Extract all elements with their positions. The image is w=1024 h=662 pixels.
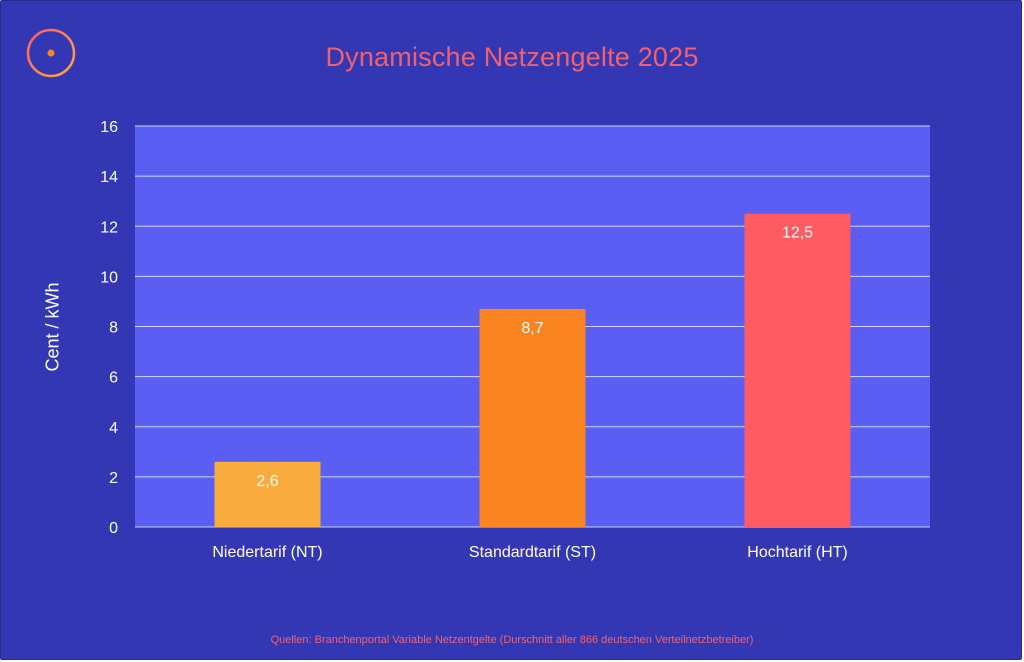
y-tick-label: 16: [100, 119, 118, 136]
logo-icon: [25, 27, 77, 79]
bar: [214, 461, 321, 527]
x-tick-label: Hochtarif (HT): [747, 544, 847, 561]
y-axis-label: Cent / kWh: [42, 282, 63, 372]
bar: [479, 308, 586, 527]
data-label: 8,7: [521, 320, 543, 337]
y-tick-label: 4: [109, 420, 118, 437]
chart-title: Dynamische Netzengelte 2025: [325, 42, 699, 72]
source-note: Quellen: Branchenportal Variable Netzent…: [270, 634, 754, 646]
x-tick-label: Standardtarif (ST): [469, 544, 596, 561]
data-label: 12,5: [782, 225, 813, 242]
y-tick-label: 2: [109, 470, 118, 487]
y-tick-label: 14: [100, 169, 118, 186]
y-tick-label: 6: [109, 370, 118, 387]
data-label: 2,6: [256, 473, 278, 490]
x-tick-label: Niedertarif (NT): [212, 544, 322, 561]
y-tick-label: 10: [100, 269, 118, 286]
y-tick-label: 0: [109, 520, 118, 537]
y-tick-label: 8: [109, 320, 118, 337]
bar: [744, 213, 851, 527]
y-tick-label: 12: [100, 219, 118, 236]
